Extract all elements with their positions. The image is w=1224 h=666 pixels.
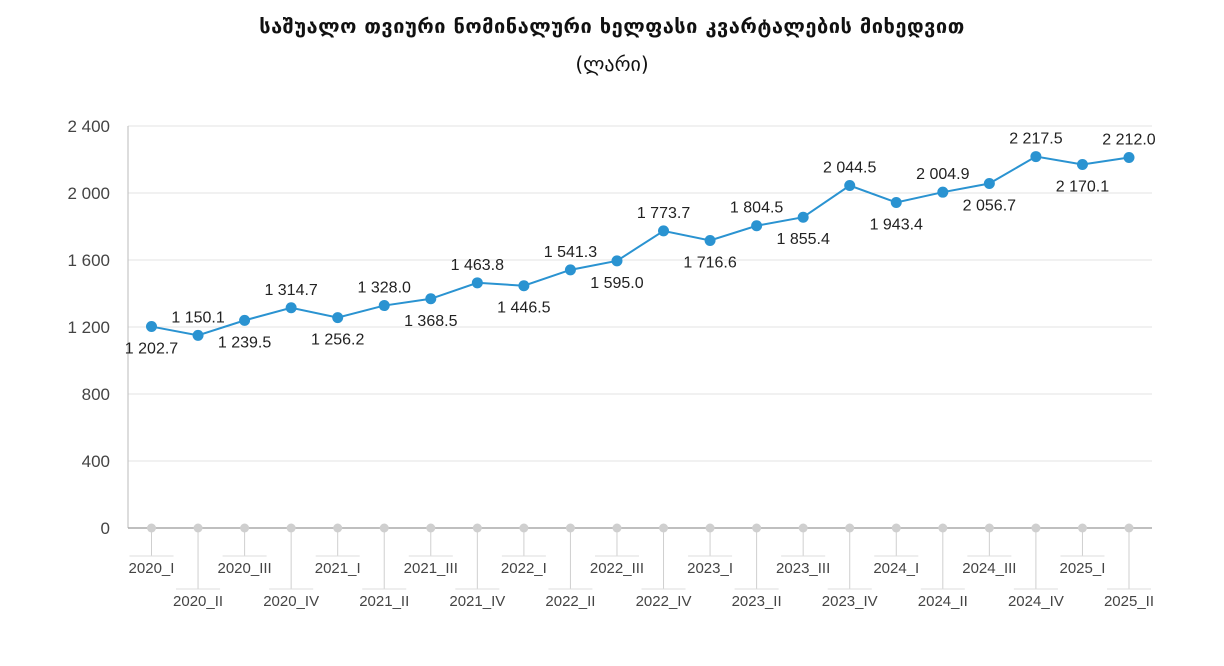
x-tick-label: 2022_III <box>590 560 644 577</box>
data-point <box>332 312 344 324</box>
x-tick-label: 2022_II <box>545 593 595 610</box>
x-tick-marker <box>938 523 948 533</box>
y-tick-label: 800 <box>82 385 110 404</box>
data-point <box>1076 159 1088 171</box>
x-tick-marker <box>659 523 669 533</box>
data-point <box>1123 151 1135 163</box>
data-label: 1 368.5 <box>404 313 457 330</box>
x-tick-label: 2023_II <box>732 593 782 610</box>
data-point <box>983 178 995 190</box>
x-tick-marker <box>472 523 482 533</box>
data-label: 1 314.7 <box>264 282 317 299</box>
y-tick-label: 2 000 <box>67 184 110 203</box>
x-tick-marker <box>240 523 250 533</box>
data-label: 1 855.4 <box>776 231 829 248</box>
data-point <box>564 264 576 276</box>
x-tick-label: 2024_IV <box>1008 593 1064 610</box>
x-tick-marker <box>519 523 529 533</box>
x-tick-marker <box>147 523 156 533</box>
x-tick-marker <box>845 523 855 533</box>
y-tick-label: 400 <box>82 452 110 471</box>
data-label: 1 239.5 <box>218 334 271 351</box>
data-label: 2 056.7 <box>963 198 1016 215</box>
x-tick-label: 2021_I <box>315 560 361 577</box>
x-tick-label: 2025_I <box>1060 560 1106 577</box>
data-point <box>797 211 809 223</box>
x-tick-label: 2023_III <box>776 560 830 577</box>
x-tick-label: 2020_IV <box>263 593 319 610</box>
data-point <box>425 293 437 305</box>
data-point <box>285 302 297 314</box>
data-point <box>658 225 670 237</box>
x-tick-label: 2024_I <box>873 560 919 577</box>
data-point <box>378 300 390 312</box>
x-tick-marker <box>891 523 901 533</box>
x-tick-label: 2020_II <box>173 593 223 610</box>
x-tick-label: 2025_II <box>1104 593 1154 610</box>
x-tick-marker <box>1031 523 1041 533</box>
data-label: 1 773.7 <box>637 205 690 222</box>
x-tick-marker <box>565 523 575 533</box>
x-tick-marker <box>612 523 622 533</box>
x-tick-label: 2020_III <box>217 560 271 577</box>
data-point <box>518 280 530 292</box>
data-point <box>1030 151 1042 163</box>
data-label: 1 716.6 <box>683 254 736 271</box>
x-tick-marker <box>798 523 808 533</box>
chart-subtitle: (ლარი) <box>575 52 649 76</box>
data-point <box>704 234 716 246</box>
x-tick-marker <box>333 523 343 533</box>
data-point <box>239 314 251 326</box>
x-tick-label: 2023_I <box>687 560 733 577</box>
data-point <box>751 220 763 232</box>
y-tick-label: 1 600 <box>67 251 110 270</box>
data-point <box>471 277 483 289</box>
x-tick-marker <box>752 523 762 533</box>
x-tick-label: 2020_I <box>129 560 175 577</box>
data-label: 1 150.1 <box>171 309 224 326</box>
data-label: 1 804.5 <box>730 200 783 217</box>
data-label: 1 943.4 <box>870 216 923 233</box>
x-tick-marker <box>286 523 296 533</box>
x-tick-marker <box>705 523 715 533</box>
data-label: 1 541.3 <box>544 244 597 261</box>
x-tick-marker <box>193 523 203 533</box>
y-tick-label: 2 400 <box>67 117 110 136</box>
data-label: 1 328.0 <box>358 280 411 297</box>
data-label: 2 217.5 <box>1009 131 1062 148</box>
data-point <box>611 255 623 267</box>
x-tick-label: 2022_IV <box>636 593 692 610</box>
data-label: 1 595.0 <box>590 275 643 292</box>
x-tick-marker <box>1077 523 1087 533</box>
data-point <box>937 186 949 198</box>
x-tick-marker <box>379 523 389 533</box>
data-point <box>844 180 856 192</box>
x-tick-label: 2024_II <box>918 593 968 610</box>
x-tick-marker <box>1124 523 1134 533</box>
data-point <box>146 321 157 333</box>
data-label: 1 463.8 <box>451 257 504 274</box>
x-tick-label: 2023_IV <box>822 593 878 610</box>
x-tick-label: 2021_II <box>359 593 409 610</box>
data-point <box>890 196 902 208</box>
chart-title: საშუალო თვიური ნომინალური ხელფასი კვარტა… <box>259 14 965 38</box>
y-tick-label: 0 <box>101 519 110 538</box>
data-label: 1 446.5 <box>497 300 550 317</box>
y-tick-label: 1 200 <box>67 318 110 337</box>
x-tick-label: 2024_III <box>962 560 1016 577</box>
data-label: 2 004.9 <box>916 166 969 183</box>
x-tick-marker <box>426 523 436 533</box>
x-tick-label: 2021_IV <box>449 593 505 610</box>
data-label: 2 170.1 <box>1056 179 1109 196</box>
x-tick-label: 2021_III <box>404 560 458 577</box>
data-label: 2 212.0 <box>1102 131 1155 148</box>
data-label: 1 256.2 <box>311 332 364 349</box>
data-point <box>192 329 204 341</box>
data-label: 2 044.5 <box>823 160 876 177</box>
series-line <box>151 155 1130 337</box>
x-tick-label: 2022_I <box>501 560 547 577</box>
x-tick-marker <box>984 523 994 533</box>
data-label: 1 202.7 <box>125 341 178 358</box>
